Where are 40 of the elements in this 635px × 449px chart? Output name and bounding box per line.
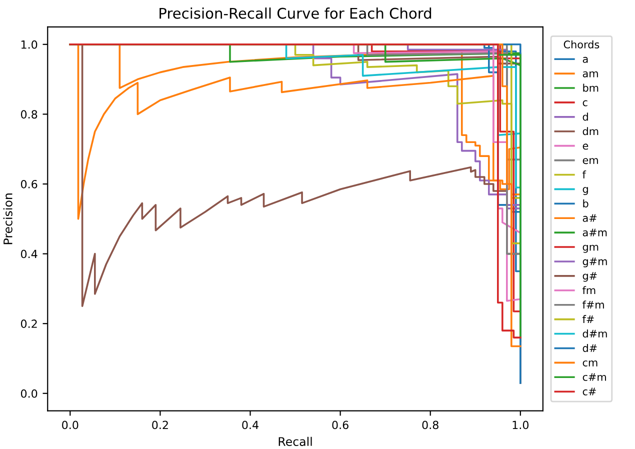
y-tick-label: 0.0 xyxy=(20,389,38,398)
y-tick-label: 0.6 xyxy=(20,180,38,188)
legend-label: bm xyxy=(583,84,598,92)
y-tick-label: 1.0 xyxy=(21,40,38,49)
legend-label: d#m xyxy=(582,330,607,338)
legend-label: gm xyxy=(582,244,598,253)
legend-label: am xyxy=(582,71,598,78)
legend-label: f#m xyxy=(582,300,604,308)
legend-title: Chords xyxy=(564,40,600,48)
chart-title: Precision-Recall Curve for Each Chord xyxy=(160,8,432,19)
legend-label: g#m xyxy=(582,258,607,268)
x-tick-label: 0.2 xyxy=(152,420,168,430)
legend-label: e xyxy=(582,144,588,150)
x-tick-label: 0.4 xyxy=(242,420,258,430)
y-tick-label: 0.8 xyxy=(20,110,38,119)
x-tick-label: 0.6 xyxy=(332,420,348,430)
legend-label: dm xyxy=(582,127,598,136)
legend-label: em xyxy=(582,158,598,164)
x-tick-label: 0.8 xyxy=(422,420,438,430)
legend-label: a xyxy=(582,56,588,63)
y-axis-title: Precision xyxy=(3,194,12,244)
legend-label: d xyxy=(582,112,588,121)
legend-label: f# xyxy=(582,315,594,323)
y-tick-label: 0.2 xyxy=(20,320,37,328)
x-axis-title: Recall xyxy=(278,436,312,446)
legend-label: g xyxy=(582,187,588,196)
legend-label: c#m xyxy=(582,373,606,381)
legend-label: b xyxy=(583,199,588,208)
legend-label: fm xyxy=(582,286,596,294)
x-tick-label: 0.0 xyxy=(62,420,78,430)
legend-label: a# xyxy=(582,214,597,222)
legend-label: c# xyxy=(582,388,596,396)
legend-label: a#m xyxy=(582,228,607,236)
legend-label: d# xyxy=(582,344,597,352)
x-tick-label: 1.0 xyxy=(512,420,529,430)
legend-label: cm xyxy=(582,360,598,366)
legend-label: c xyxy=(582,100,588,106)
y-tick-label: 0.4 xyxy=(20,250,38,258)
legend-label: g# xyxy=(582,272,597,282)
legend-label: f xyxy=(582,170,586,178)
